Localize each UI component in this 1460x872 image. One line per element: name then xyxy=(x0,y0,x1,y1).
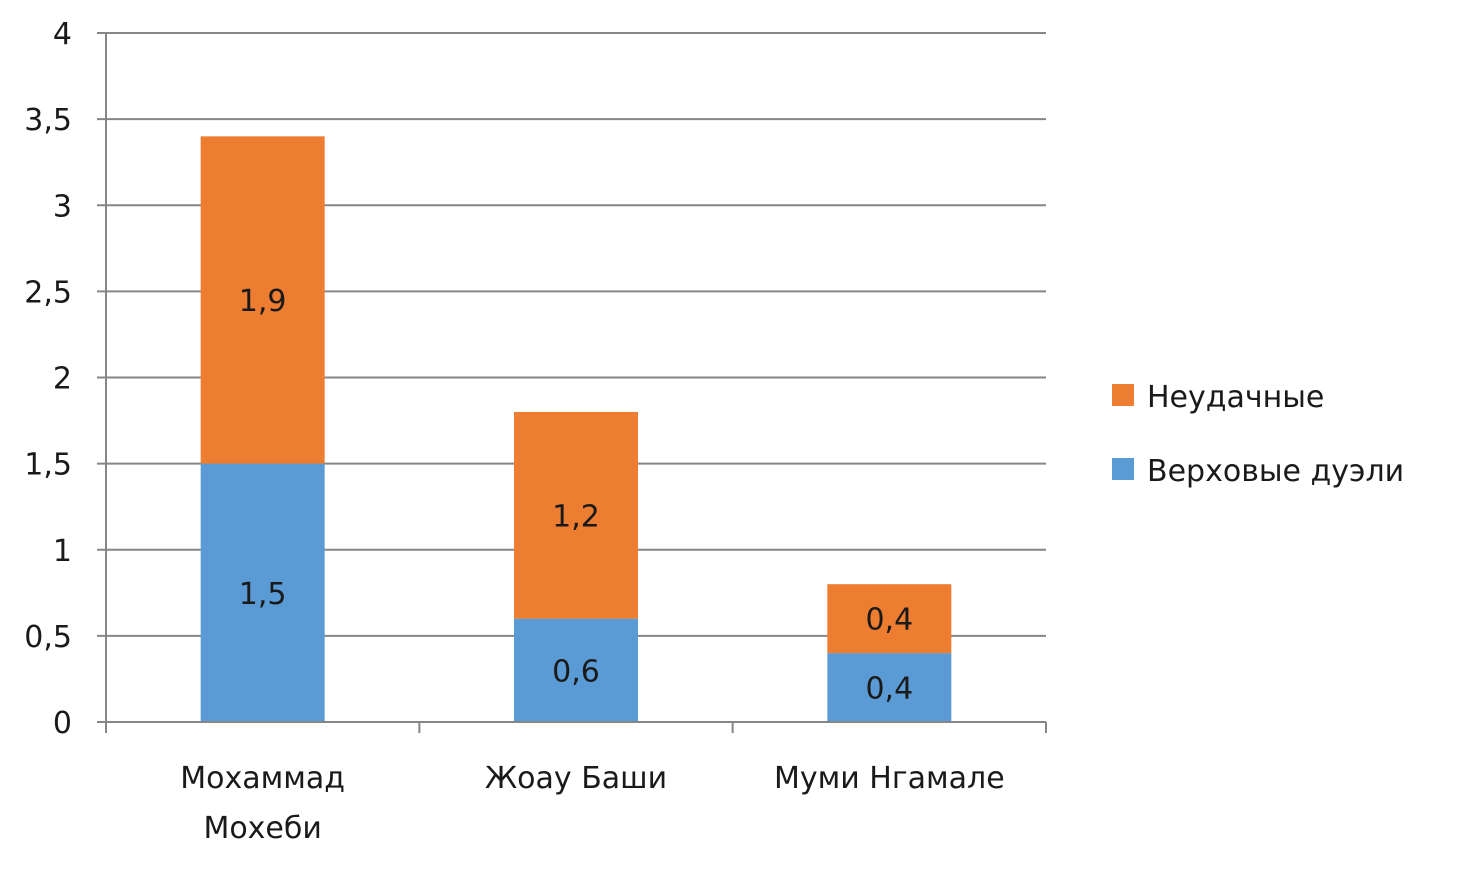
data-label: 0,4 xyxy=(865,603,913,638)
y-tick-label: 0,5 xyxy=(24,620,72,655)
data-label: 1,9 xyxy=(239,284,287,319)
data-label: 1,2 xyxy=(552,499,600,534)
y-tick-label: 3 xyxy=(53,189,72,224)
bar-segment xyxy=(200,136,325,464)
bar-segment xyxy=(514,411,638,619)
category-label: Муми Нгамале xyxy=(774,761,1005,796)
y-tick-label: 4 xyxy=(53,17,72,52)
bar-segment xyxy=(200,463,325,722)
category-label: Мохеби xyxy=(203,811,321,846)
y-tick-label: 1,5 xyxy=(24,448,72,483)
data-label: 0,4 xyxy=(865,672,913,707)
category-label: Жоау Баши xyxy=(485,761,667,796)
data-label: 1,5 xyxy=(239,577,287,612)
legend-swatch xyxy=(1112,384,1134,406)
bar-segment xyxy=(514,618,638,722)
bar-segment xyxy=(827,653,952,722)
labels: 0 0,5 1 1,5 2 2,5 3 3,5 4 1,5 1,9 Мохаммад Мохеби 0,6… xyxy=(24,17,1004,846)
legend-label: Верховые дуэли xyxy=(1147,454,1404,489)
bar-segment xyxy=(827,584,952,654)
category-label: Мохаммад xyxy=(180,761,345,796)
y-tick-label: 2,5 xyxy=(24,275,72,310)
bars xyxy=(200,136,952,722)
data-label: 0,6 xyxy=(552,654,600,689)
y-tick-label: 3,5 xyxy=(24,103,72,138)
axes xyxy=(97,32,1047,733)
y-tick-label: 1 xyxy=(53,534,72,569)
y-tick-label: 0 xyxy=(53,706,72,741)
legend: Неудачные Верховые дуэли xyxy=(1112,380,1404,489)
y-tick-label: 2 xyxy=(53,362,72,397)
legend-label: Неудачные xyxy=(1147,380,1324,415)
legend-swatch xyxy=(1112,458,1134,480)
